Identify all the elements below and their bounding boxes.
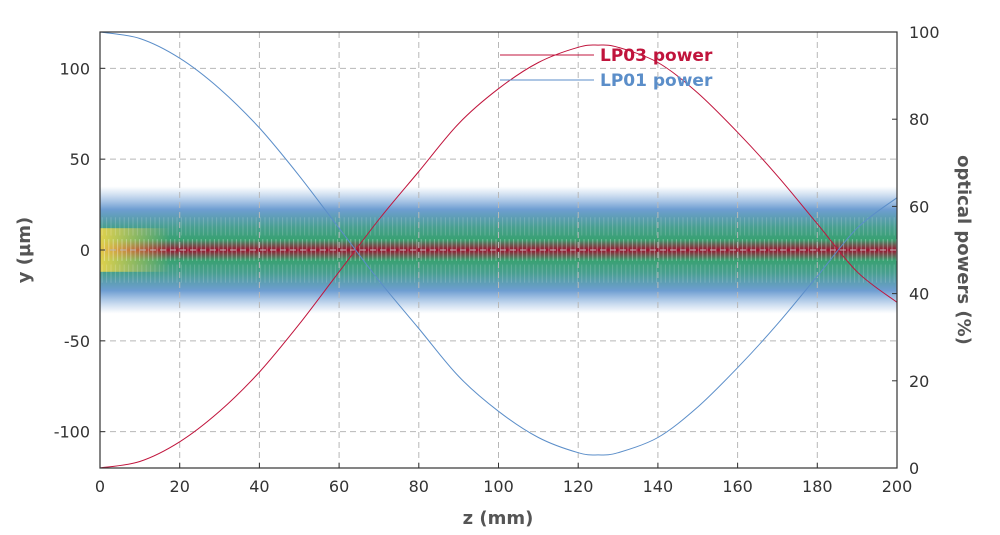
heatmap-stripes [100,217,897,283]
y-left-tick-label-0: -100 [54,423,90,442]
x-tick-label-5: 100 [483,477,514,496]
x-tick-label-7: 140 [643,477,674,496]
x-tick-label-3: 60 [329,477,349,496]
x-tick-label-6: 120 [563,477,594,496]
field-intensity-heatmap [100,186,897,314]
y-right-tick-label-2: 40 [909,285,929,304]
y-right-tick-label-1: 20 [909,372,929,391]
series-line-lp01 [100,32,897,456]
legend-label-lp01: LP01 power [600,71,713,91]
y-right-tick-label-0: 0 [909,459,919,478]
legend-label-lp03: LP03 power [600,46,713,66]
y-left-tick-label-4: 100 [59,59,90,78]
x-tick-label-2: 40 [249,477,269,496]
x-tick-label-9: 180 [802,477,833,496]
series-line-lp03 [100,44,897,468]
x-axis-title: z (mm) [463,508,534,529]
y-left-axis-title: y (µm) [14,217,35,283]
power-curves [100,32,897,468]
y-left-tick-label-1: -50 [64,332,90,351]
y-right-axis-title: optical powers (%) [953,155,974,345]
y-right-tick-label-4: 80 [909,110,929,129]
y-left-tick-label-3: 50 [70,150,90,169]
x-tick-label-1: 20 [170,477,190,496]
x-tick-label-8: 160 [722,477,753,496]
y-left-tick-label-2: 0 [80,241,90,260]
y-right-tick-label-5: 100 [909,23,940,42]
x-tick-label-0: 0 [95,477,105,496]
x-tick-label-10: 200 [882,477,913,496]
y-right-tick-label-3: 60 [909,197,929,216]
x-tick-label-4: 80 [409,477,429,496]
legend: LP03 power LP01 power [500,46,713,91]
axis-ticks: 0 20 40 60 80 100 120 140 160 180 200-100-50050100… [54,23,940,496]
grid-lines [100,32,897,468]
